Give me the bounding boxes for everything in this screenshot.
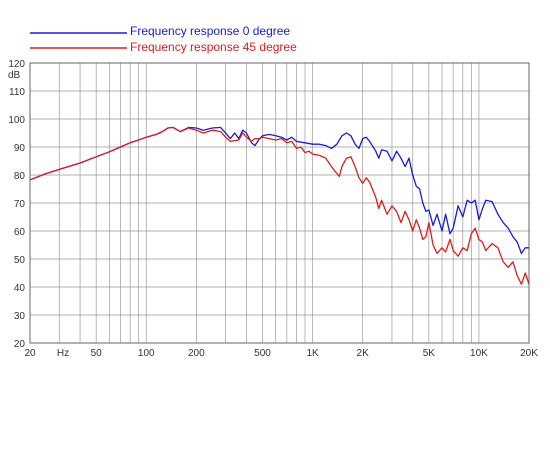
y-tick-label: 70 bbox=[14, 199, 26, 210]
y-tick-label: 80 bbox=[14, 171, 26, 182]
series-line-0-degree bbox=[29, 126, 529, 255]
y-tick-label: 40 bbox=[14, 283, 26, 294]
x-axis-unit-label: Hz bbox=[57, 348, 69, 359]
x-tick-label: 1K bbox=[306, 348, 319, 359]
grid bbox=[29, 62, 530, 344]
y-tick-label: 90 bbox=[14, 143, 26, 154]
y-tick-label: 50 bbox=[14, 255, 26, 266]
y-axis-unit-label: dB bbox=[8, 70, 21, 81]
y-tick-label: 110 bbox=[9, 87, 25, 98]
x-tick-label: 50 bbox=[91, 348, 103, 359]
x-axis-ticks: 20 50 100 200 500 1K 2K 5K 10K 20K bbox=[24, 348, 538, 359]
x-tick-label: 20K bbox=[520, 348, 538, 359]
y-tick-label: 30 bbox=[14, 311, 26, 322]
legend-label-45-degree: Frequency response 45 degree bbox=[130, 40, 297, 54]
x-tick-label: 100 bbox=[138, 348, 155, 359]
x-tick-label: 10K bbox=[470, 348, 488, 359]
y-tick-label: 120 bbox=[8, 59, 25, 70]
y-tick-label: 100 bbox=[8, 115, 25, 126]
y-axis-ticks: 20 30 40 50 60 70 80 90 100 110 120 bbox=[8, 59, 25, 350]
x-tick-label: 20 bbox=[24, 348, 36, 359]
x-tick-label: 500 bbox=[254, 348, 271, 359]
x-tick-label: 2K bbox=[357, 348, 370, 359]
y-tick-label: 60 bbox=[14, 227, 26, 238]
x-tick-label: 5K bbox=[423, 348, 436, 359]
x-tick-label: 200 bbox=[188, 348, 205, 359]
series-layer bbox=[29, 126, 530, 285]
plot-frame bbox=[29, 62, 530, 344]
series-line-45-degree bbox=[29, 126, 530, 285]
y-tick-label: 20 bbox=[14, 339, 26, 350]
legend-label-0-degree: Frequency response 0 degree bbox=[130, 24, 290, 38]
legend: Frequency response 0 degree Frequency re… bbox=[30, 24, 297, 54]
